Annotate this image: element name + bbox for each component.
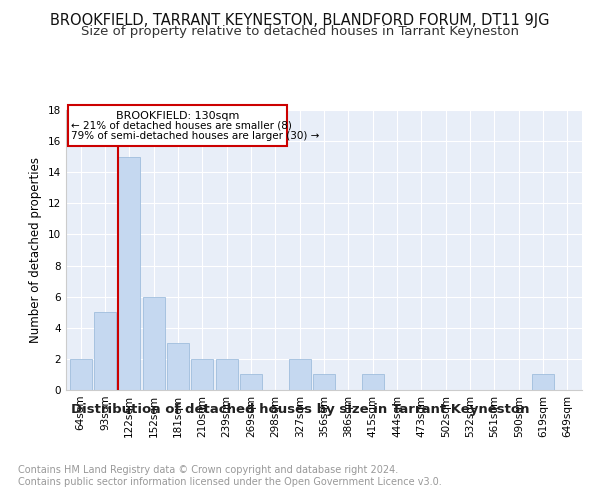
Bar <box>94 312 116 390</box>
Bar <box>68 106 287 146</box>
Text: Size of property relative to detached houses in Tarrant Keyneston: Size of property relative to detached ho… <box>81 25 519 38</box>
Text: ← 21% of detached houses are smaller (8): ← 21% of detached houses are smaller (8) <box>71 120 292 130</box>
Bar <box>215 359 238 390</box>
Text: Distribution of detached houses by size in Tarrant Keyneston: Distribution of detached houses by size … <box>71 402 529 415</box>
Bar <box>362 374 383 390</box>
Y-axis label: Number of detached properties: Number of detached properties <box>29 157 43 343</box>
Text: 79% of semi-detached houses are larger (30) →: 79% of semi-detached houses are larger (… <box>71 131 319 141</box>
Bar <box>313 374 335 390</box>
Bar <box>70 359 92 390</box>
Text: Contains HM Land Registry data © Crown copyright and database right 2024.
Contai: Contains HM Land Registry data © Crown c… <box>18 465 442 486</box>
Text: BROOKFIELD: 130sqm: BROOKFIELD: 130sqm <box>116 111 239 121</box>
Bar <box>191 359 213 390</box>
Bar <box>289 359 311 390</box>
Bar <box>118 156 140 390</box>
Text: BROOKFIELD, TARRANT KEYNESTON, BLANDFORD FORUM, DT11 9JG: BROOKFIELD, TARRANT KEYNESTON, BLANDFORD… <box>50 12 550 28</box>
Bar <box>167 344 189 390</box>
Bar <box>143 296 164 390</box>
Bar <box>532 374 554 390</box>
Bar <box>240 374 262 390</box>
